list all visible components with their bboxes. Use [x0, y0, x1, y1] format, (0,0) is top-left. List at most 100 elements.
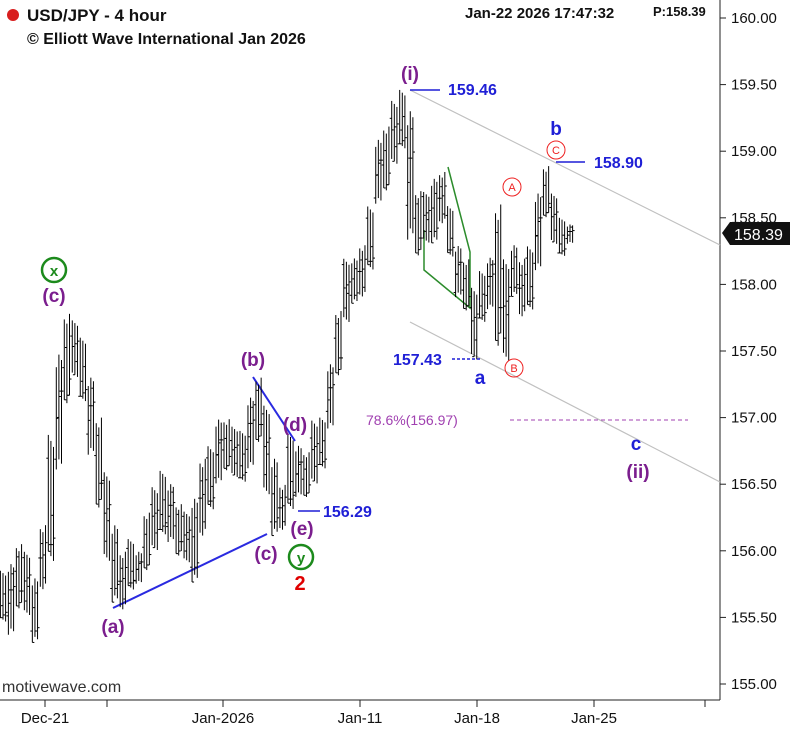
candle-bar [267, 414, 272, 495]
candle-bar [461, 262, 466, 309]
candle-bar [336, 318, 341, 376]
candle-bar [509, 250, 514, 297]
candle-bar [498, 204, 503, 334]
header-price: P:158.39 [653, 4, 706, 19]
x-tick-label: Jan-25 [571, 710, 617, 727]
candle-bar [299, 448, 304, 495]
candle-bar [126, 539, 131, 587]
level-low-e-label: 156.29 [323, 504, 372, 521]
candle-bar [3, 575, 8, 622]
candle-bar [11, 567, 16, 632]
candle-bar [442, 171, 447, 219]
wave-C-label: C [552, 145, 560, 157]
y-tick-label: 159.00 [731, 143, 777, 160]
candle-bar [360, 250, 365, 297]
candle-bar [222, 422, 227, 469]
candle-bar [187, 516, 192, 563]
candle-bar [96, 427, 101, 508]
candle-bar [139, 553, 144, 583]
candle-bar [283, 484, 288, 526]
candle-bar [341, 258, 346, 318]
candle-bar [291, 440, 296, 509]
wave-a-label: (a) [101, 617, 124, 638]
candle-bar [394, 106, 399, 164]
y-tick-label: 155.00 [731, 676, 777, 693]
candle-bar [35, 581, 40, 640]
candle-bar [51, 446, 56, 561]
candle-bar [421, 191, 426, 239]
copyright-text: © Elliott Wave International Jan 2026 [27, 31, 306, 48]
candle-bar [232, 429, 237, 476]
candle-bar [251, 400, 256, 465]
candle-bar [182, 511, 187, 559]
candle-bar [123, 551, 128, 605]
candle-bar [458, 248, 463, 295]
candle-bar [83, 343, 88, 402]
candle-bar [386, 126, 391, 186]
candle-bar [424, 194, 429, 241]
candle-bar [19, 544, 24, 603]
wave-c-top-label: (c) [42, 286, 65, 307]
candle-bar [272, 458, 277, 529]
candle-bar [30, 585, 35, 643]
candle-bar [206, 446, 211, 505]
candle-bar [147, 512, 152, 566]
candle-bar [320, 419, 325, 467]
candle-bar [339, 311, 344, 370]
candle-bar [344, 261, 349, 320]
candle-bar [200, 467, 205, 536]
candle-bar [352, 258, 357, 300]
candle-bar [16, 551, 21, 609]
candle-bar [46, 434, 51, 552]
candle-bar [381, 130, 386, 189]
symbol-title: USD/JPY - 4 hour [27, 6, 167, 25]
candle-bar [94, 423, 99, 505]
candle-bar [474, 294, 479, 360]
x-tick-label: Jan-11 [338, 710, 383, 727]
wave-A-circle [502, 177, 522, 197]
candle-bar [568, 224, 572, 243]
candle-bar [275, 462, 280, 532]
candle-bar [520, 264, 525, 317]
candle-bar [142, 516, 147, 569]
candle-bar [118, 555, 123, 608]
candle-bar [376, 139, 381, 199]
candles [0, 89, 575, 643]
candle-bar [496, 219, 501, 346]
candle-bar [163, 476, 168, 535]
candle-bar [43, 525, 48, 584]
candle-bar [136, 551, 141, 581]
candle-bar [432, 178, 437, 238]
x-tick-label: Jan-2026 [192, 710, 255, 727]
candle-bar [445, 206, 450, 254]
candle-bar [102, 472, 107, 555]
candle-bar [198, 463, 203, 533]
candle-bar [565, 226, 570, 244]
candle-bar [216, 419, 221, 478]
candle-bar [554, 198, 559, 244]
candle-bar [115, 528, 120, 599]
candle-bar [378, 142, 383, 201]
candle-bar [48, 440, 53, 557]
wave-x-label: x [50, 263, 59, 280]
candle-bar [168, 484, 173, 537]
wave-C-circle [546, 140, 566, 160]
candle-bar [546, 166, 551, 214]
triangle-lower-line [112, 533, 268, 609]
candle-bar [155, 493, 160, 551]
candle-bar [490, 260, 495, 307]
y-tick-label: 157.00 [731, 410, 777, 427]
wave-A-label: A [508, 182, 516, 194]
candle-bar [67, 313, 72, 396]
candle-bar [541, 169, 546, 216]
candle-bar [493, 213, 498, 341]
candle-bar [408, 111, 413, 229]
candle-bar [357, 248, 362, 295]
candle-bar [211, 452, 216, 510]
candle-bar [512, 245, 517, 292]
plot-area [0, 0, 720, 700]
candle-bar [203, 458, 208, 529]
candle-bar [184, 514, 189, 561]
candle-bar [536, 193, 541, 264]
candle-bar [32, 578, 37, 637]
